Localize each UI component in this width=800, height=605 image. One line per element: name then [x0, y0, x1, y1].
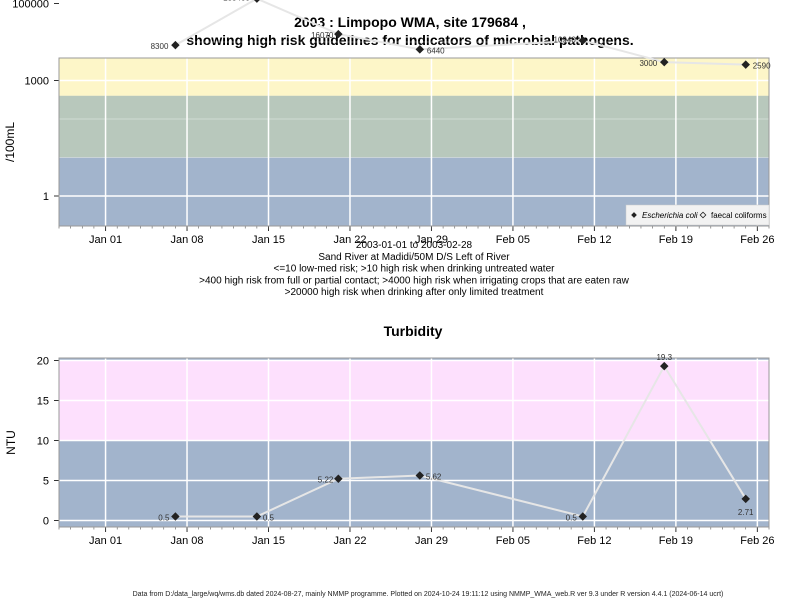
data-label: 16070 [311, 31, 334, 40]
data-label: 19.3 [656, 353, 672, 362]
x-tick-label: Jan 01 [89, 234, 122, 246]
chart-title-line1: 2003 : Limpopo WMA, site 179684 , [294, 14, 526, 30]
data-label: 0.5 [158, 514, 170, 523]
x-tick-label: Feb 26 [740, 234, 774, 246]
data-label: 8300 [151, 42, 169, 51]
caption-line: 2003-01-01 to 2003-02-28 [356, 240, 473, 251]
y-tick-label: 15 [37, 396, 49, 408]
x-tick-label: Feb 26 [740, 535, 774, 547]
data-label: 2590 [753, 62, 771, 71]
footer-note: Data from D:/data_large/wq/wms.db dated … [133, 591, 724, 598]
caption-line: >20000 high risk when drinking after onl… [285, 287, 544, 298]
plot-frame [58, 57, 770, 227]
risk-band [59, 95, 769, 158]
data-label: 5.22 [318, 476, 334, 485]
data-label: 2.71 [738, 508, 754, 517]
data-label: 0.5 [263, 514, 275, 523]
y-tick-label: 0 [43, 516, 49, 528]
legend-marker-ecoli [631, 212, 637, 218]
data-label: 6440 [427, 46, 445, 55]
risk-band [59, 58, 769, 96]
data-label: 0.5 [566, 514, 578, 523]
data-point [415, 471, 425, 480]
x-tick-label: Jan 29 [415, 234, 448, 246]
y-tick-label: 10 [37, 436, 49, 448]
x-tick-label: Jan 08 [171, 234, 204, 246]
x-tick-label: Feb 12 [577, 234, 611, 246]
x-tick-label: Jan 01 [89, 535, 122, 547]
data-label: 5.62 [426, 473, 442, 482]
x-tick-label: Jan 08 [171, 535, 204, 547]
data-point [660, 361, 669, 371]
y-axis-label: NTU [4, 430, 18, 455]
data-point [415, 45, 425, 54]
data-label: 10940 [554, 35, 577, 44]
y-tick-label: 5 [43, 476, 49, 488]
y-tick-label: 100000 [12, 0, 49, 11]
y-tick-label: 1 [43, 191, 49, 203]
legend-label: faecal coliforms [711, 211, 767, 220]
x-tick-label: Jan 15 [252, 234, 285, 246]
caption-line: >400 high risk from full or partial cont… [199, 275, 629, 286]
plot-frame [58, 357, 770, 528]
turbidity-title: Turbidity [384, 323, 443, 339]
x-tick-label: Jan 22 [333, 234, 366, 246]
data-label: 133400 [223, 0, 250, 3]
legend-label: Escherichia coli [642, 211, 698, 220]
x-tick-label: Jan 22 [333, 535, 366, 547]
x-tick-label: Feb 12 [577, 535, 611, 547]
y-tick-label: 1000 [25, 76, 49, 88]
x-tick-label: Jan 29 [415, 535, 448, 547]
data-point [171, 40, 180, 50]
data-point [334, 474, 343, 483]
x-tick-label: Feb 19 [659, 234, 693, 246]
ecoli-panel: Jan 01 Jan 08 Jan 15 Jan 22 Jan 29 Feb 05 Feb … [3, 0, 774, 246]
turbidity-panel: Jan 01 Jan 08 Jan 15 Jan 22 Jan 29 Feb 05 Feb … [4, 353, 774, 547]
y-axis-label: /100mL [3, 122, 17, 162]
legend-marker-faecal [699, 211, 707, 219]
data-point [578, 512, 588, 521]
x-tick-label: Jan 15 [252, 535, 285, 547]
caption-line: <=10 low-med risk; >10 high risk when dr… [274, 264, 556, 275]
x-tick-label: Feb 05 [496, 535, 530, 547]
data-label: 3000 [639, 59, 657, 68]
x-tick-label: Feb 05 [496, 234, 530, 246]
caption-line: Sand River at Madidi/50M D/S Left of Riv… [318, 252, 510, 263]
legend-box [625, 204, 770, 226]
y-tick-label: 20 [37, 356, 49, 368]
data-point [334, 29, 343, 39]
data-point [741, 494, 750, 504]
x-tick-label: Feb 19 [659, 535, 693, 547]
